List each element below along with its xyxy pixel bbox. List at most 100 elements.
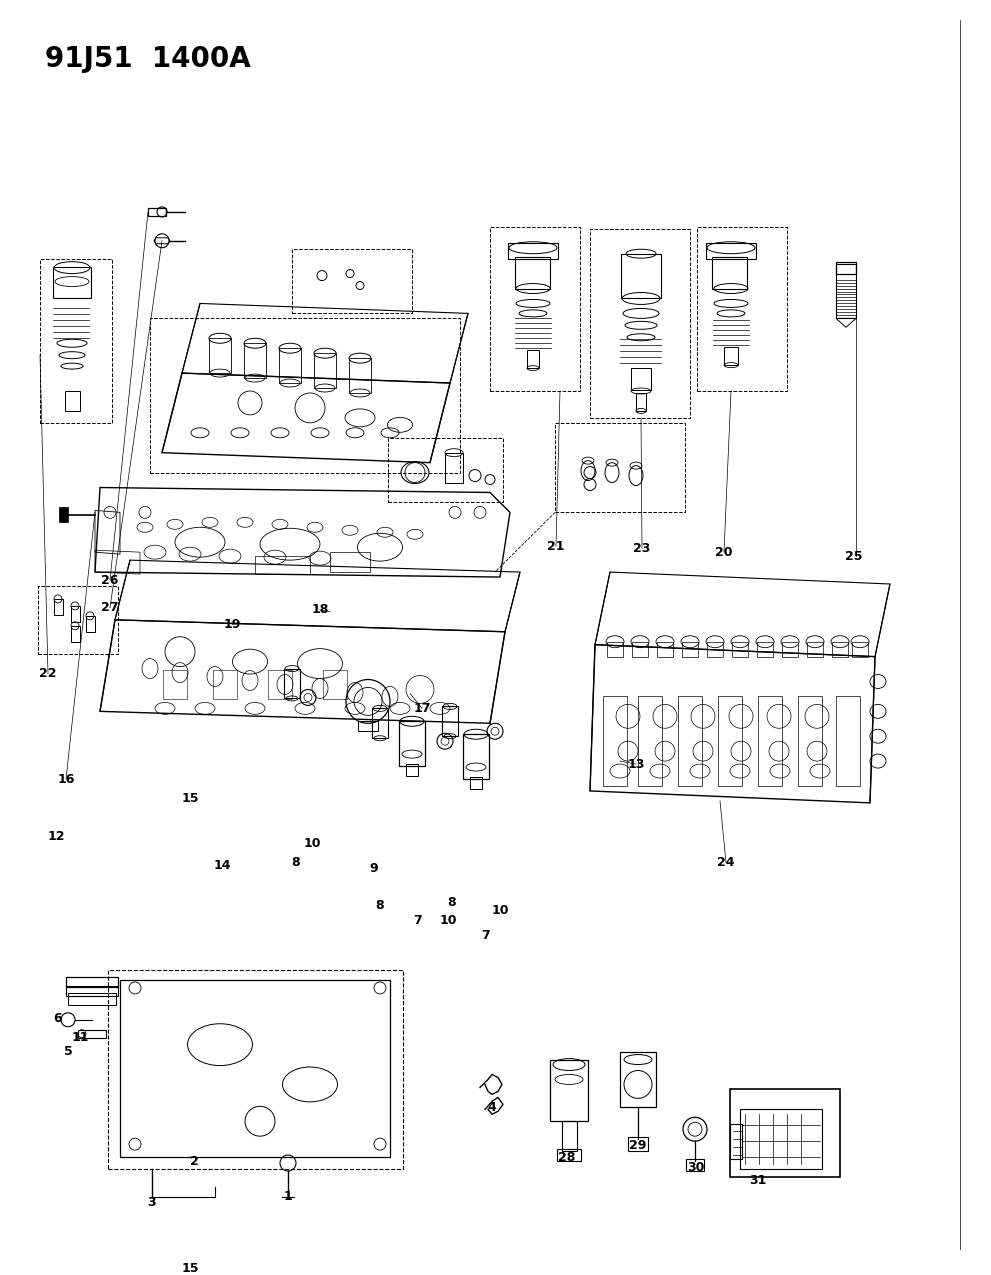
Text: 25: 25 [845, 550, 863, 562]
Bar [632, 641, 648, 657]
Text: 19: 19 [223, 618, 241, 631]
Bar [682, 641, 698, 657]
Bar [740, 1109, 822, 1169]
Bar [657, 641, 673, 657]
Bar [53, 266, 91, 298]
Bar [445, 453, 463, 482]
Text: 9: 9 [370, 862, 379, 875]
Bar [678, 696, 702, 785]
Bar [68, 993, 116, 1005]
Bar [284, 668, 300, 699]
Text: 17: 17 [413, 701, 431, 715]
Bar [515, 256, 550, 288]
Text: 31: 31 [749, 1174, 767, 1187]
Bar [86, 616, 95, 632]
Bar [66, 986, 118, 996]
Bar [490, 227, 580, 391]
Text: 8: 8 [376, 899, 385, 912]
Bar [631, 368, 651, 390]
Bar [590, 228, 690, 418]
Bar [697, 227, 787, 391]
Text: 10: 10 [439, 914, 457, 927]
Bar [758, 696, 782, 785]
Bar [508, 242, 558, 259]
Bar [732, 641, 748, 657]
Text: 91J51  1400A: 91J51 1400A [45, 45, 251, 73]
Bar [730, 1089, 840, 1177]
Bar [314, 353, 336, 388]
Bar [636, 393, 646, 411]
Text: 23: 23 [633, 542, 651, 555]
Bar [638, 696, 662, 785]
Text: 22: 22 [40, 667, 56, 680]
Bar [782, 641, 798, 657]
Text: 11: 11 [71, 1031, 89, 1044]
Bar [330, 552, 370, 572]
Text: 10: 10 [492, 904, 508, 917]
Bar [557, 1149, 581, 1162]
Bar [463, 734, 489, 779]
Bar [71, 626, 80, 641]
Bar [686, 1159, 704, 1170]
Bar [209, 338, 231, 374]
Text: 2: 2 [189, 1155, 198, 1168]
Text: 29: 29 [629, 1139, 647, 1151]
Bar [603, 696, 627, 785]
Text: 15: 15 [181, 792, 199, 806]
Bar [798, 696, 822, 785]
Bar [148, 208, 166, 215]
Bar [628, 1137, 648, 1151]
Bar [268, 669, 292, 700]
Text: 14: 14 [213, 859, 231, 872]
Bar [442, 706, 458, 736]
Text: 16: 16 [57, 773, 74, 785]
Bar [712, 256, 747, 288]
Bar [150, 319, 460, 473]
Bar [620, 1052, 656, 1107]
Bar [40, 259, 112, 423]
Bar [78, 1030, 106, 1038]
Bar [718, 696, 742, 785]
Bar [60, 509, 68, 523]
Bar [399, 722, 425, 766]
Text: 27: 27 [101, 602, 119, 615]
Bar [388, 437, 503, 502]
Text: 6: 6 [54, 1012, 62, 1025]
Bar [607, 641, 623, 657]
Text: 18: 18 [311, 603, 329, 616]
Text: 8: 8 [291, 856, 300, 870]
Bar [730, 1125, 742, 1159]
Bar [470, 776, 482, 789]
Bar [836, 261, 856, 274]
Bar [852, 641, 868, 657]
Bar [108, 970, 403, 1169]
Bar [120, 980, 390, 1158]
Bar [707, 641, 723, 657]
Text: 30: 30 [688, 1160, 705, 1173]
Bar [65, 391, 80, 411]
Bar [323, 669, 347, 700]
Bar [550, 1060, 588, 1121]
Bar [71, 606, 80, 622]
Text: 8: 8 [448, 896, 456, 909]
Bar [724, 347, 738, 365]
Bar [706, 242, 756, 259]
Text: 28: 28 [558, 1150, 576, 1164]
Text: 13: 13 [627, 757, 645, 770]
Bar [562, 1121, 577, 1151]
Text: 1: 1 [283, 1191, 292, 1204]
Text: 4: 4 [488, 1100, 496, 1114]
Text: 21: 21 [547, 539, 565, 552]
Bar [621, 254, 661, 298]
Text: 5: 5 [63, 1046, 72, 1058]
Bar [358, 722, 378, 732]
Bar [807, 641, 823, 657]
Text: 7: 7 [413, 914, 422, 927]
Bar [836, 696, 860, 785]
Bar [244, 343, 266, 379]
Bar [406, 764, 418, 776]
Text: 7: 7 [481, 928, 490, 942]
Bar [255, 556, 310, 574]
Text: 12: 12 [48, 830, 64, 843]
Bar [54, 599, 63, 615]
